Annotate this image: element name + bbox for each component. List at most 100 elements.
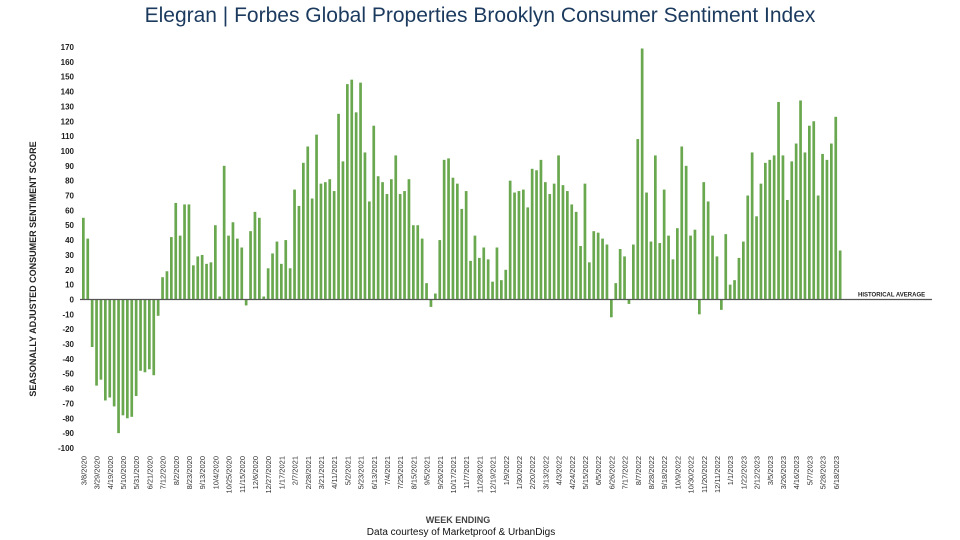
bar (341, 161, 345, 300)
x-tick-label: 8/2/2020 (172, 456, 181, 485)
data-credit: Data courtesy of Marketproof & UrbanDigs (367, 527, 555, 538)
x-tick-label: 9/13/2020 (198, 456, 207, 489)
bar (574, 211, 578, 300)
bar (99, 299, 103, 380)
bar (680, 146, 684, 300)
bar (214, 225, 217, 300)
bar (623, 256, 626, 300)
bar (451, 177, 455, 300)
bar (288, 268, 292, 300)
bar (324, 182, 327, 300)
bar (794, 143, 798, 300)
bar (227, 235, 230, 300)
x-tick-label: 5/15/2022 (581, 456, 590, 489)
x-tick-label: 10/30/2022 (687, 456, 696, 494)
bar (350, 79, 354, 300)
x-tick-label: 7/25/2021 (396, 456, 405, 489)
bar (473, 235, 477, 300)
bar (385, 194, 389, 300)
bar (539, 159, 543, 300)
y-tick-label: -100 (58, 444, 75, 453)
x-tick-label: 8/23/2020 (185, 456, 194, 489)
x-tick-label: 1/22/2023 (739, 456, 748, 489)
bar (812, 121, 816, 300)
x-tick-label: 10/25/2020 (225, 456, 234, 494)
bar (253, 211, 257, 300)
bar (262, 296, 266, 300)
bar (126, 299, 129, 419)
bar (469, 260, 472, 300)
bar (645, 192, 648, 300)
bar (205, 263, 208, 300)
bar (240, 247, 244, 300)
bar (218, 296, 222, 300)
x-tick-label: 7/12/2020 (159, 456, 168, 489)
x-tick-label: 5/2/2021 (343, 456, 352, 485)
y-tick-label: 120 (61, 117, 75, 126)
x-tick-label: 6/26/2022 (607, 456, 616, 489)
bar (671, 259, 675, 300)
x-tick-label: 5/7/2023 (805, 456, 814, 485)
bar (442, 159, 446, 300)
bar (733, 280, 736, 300)
bar (618, 248, 622, 300)
x-tick-label: 9/26/2021 (436, 456, 445, 489)
x-tick-label: 2/20/2022 (528, 456, 537, 489)
bar (702, 182, 706, 300)
x-tick-label: 3/13/2022 (541, 456, 550, 489)
bar (693, 229, 697, 300)
x-axis-label: WEEK ENDING (426, 515, 491, 525)
x-tick-label: 3/26/2023 (779, 456, 788, 489)
x-tick-label: 6/18/2023 (832, 456, 841, 489)
bar (464, 191, 468, 300)
bar (759, 183, 763, 300)
title-subject: Brooklyn Consumer Sentiment Index (473, 4, 816, 27)
bar (152, 299, 156, 376)
x-tick-label: 11/28/2021 (475, 456, 484, 493)
y-tick-label: 130 (61, 102, 75, 111)
x-tick-label: 7/4/2021 (383, 456, 392, 485)
bar (517, 191, 521, 300)
y-tick-label: 110 (61, 132, 74, 141)
y-axis-label: SEASONALLY ADJUSTED CONSUMER SENTIMENT S… (28, 141, 38, 396)
y-tick-label: -50 (62, 370, 74, 379)
bar (429, 299, 433, 307)
x-tick-label: 5/10/2020 (119, 456, 128, 489)
bar (768, 159, 772, 300)
bar (293, 189, 296, 300)
bar (117, 299, 120, 434)
bar (821, 153, 824, 300)
bar (284, 240, 288, 300)
bar (557, 155, 560, 300)
bar (280, 263, 283, 300)
bar (667, 235, 670, 300)
y-tick-label: 160 (61, 58, 75, 67)
bar (596, 232, 600, 300)
y-tick-label: -10 (62, 310, 74, 319)
x-tick-label: 11/20/2022 (700, 456, 709, 493)
x-tick-label: 7/17/2022 (621, 456, 630, 489)
chart-title: Elegran | Forbes Global Properties Brook… (0, 4, 960, 28)
bar (491, 281, 494, 300)
x-tick-label: 10/9/2022 (673, 456, 682, 489)
x-tick-label: 5/31/2020 (132, 456, 141, 489)
x-tick-label: 11/15/2020 (238, 456, 247, 493)
bar (530, 168, 534, 300)
bar (306, 146, 310, 300)
y-tick-label: -60 (62, 385, 74, 394)
bar (398, 194, 402, 300)
bar (535, 170, 538, 300)
bar (231, 222, 235, 300)
bar (368, 201, 371, 300)
bar (583, 183, 587, 300)
x-tick-label: 3/21/2021 (317, 456, 326, 489)
bar (526, 207, 530, 300)
bar (420, 238, 424, 300)
y-tick-label: -70 (62, 399, 74, 408)
x-tick-label: 1/1/2023 (726, 456, 735, 485)
bar (271, 253, 274, 300)
x-axis-ticks: 3/8/2020 3/29/2020 4/19/2020 5/10/2020 5/31/… (79, 456, 840, 494)
bar (561, 185, 565, 300)
bar (508, 180, 512, 300)
